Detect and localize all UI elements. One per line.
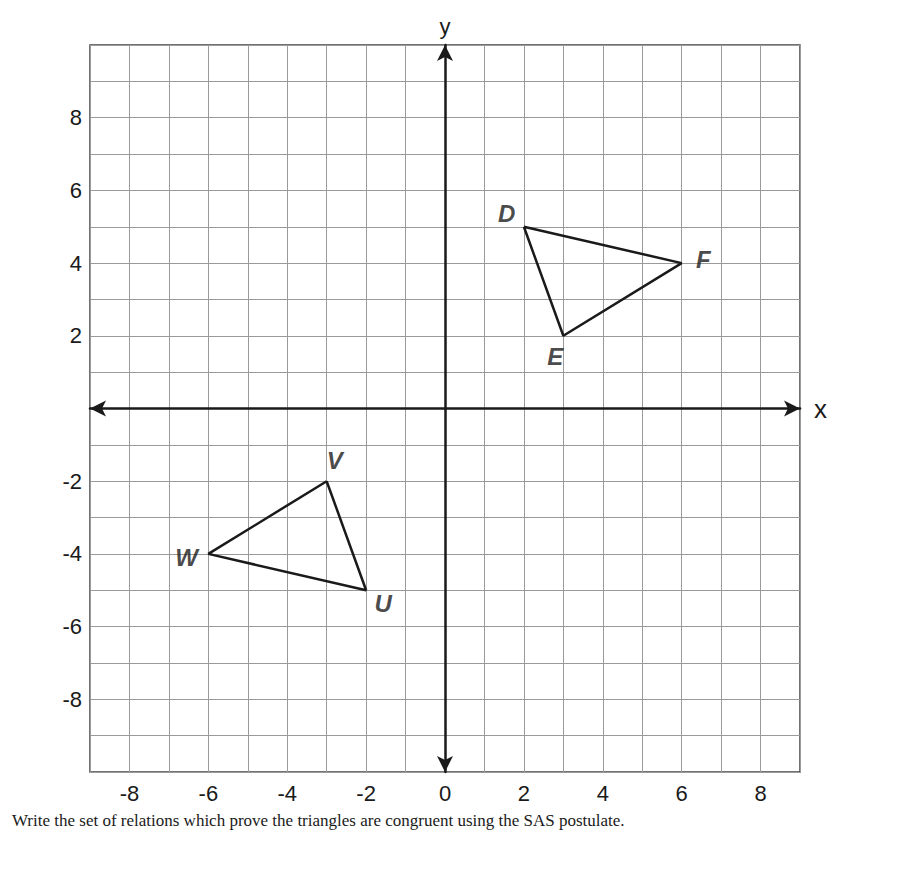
svg-text:6: 6 (676, 781, 688, 806)
svg-text:x: x (814, 394, 827, 424)
svg-text:-2: -2 (356, 781, 376, 806)
svg-text:-4: -4 (277, 781, 297, 806)
svg-text:-2: -2 (62, 469, 82, 494)
svg-text:8: 8 (754, 781, 766, 806)
svg-text:2: 2 (70, 323, 82, 348)
svg-text:W: W (175, 544, 200, 571)
svg-text:D: D (498, 200, 515, 227)
svg-text:6: 6 (70, 178, 82, 203)
svg-text:-8: -8 (120, 781, 140, 806)
svg-text:-6: -6 (199, 781, 219, 806)
svg-text:4: 4 (70, 251, 82, 276)
svg-text:4: 4 (597, 781, 609, 806)
svg-text:-4: -4 (62, 541, 82, 566)
svg-text:-6: -6 (62, 614, 82, 639)
svg-text:Write the set of relations whi: Write the set of relations which prove t… (12, 811, 625, 830)
svg-text:8: 8 (70, 105, 82, 130)
svg-text:U: U (375, 590, 393, 617)
svg-text:E: E (547, 343, 564, 370)
svg-text:V: V (327, 447, 345, 474)
svg-text:2: 2 (518, 781, 530, 806)
svg-text:y: y (440, 14, 451, 39)
svg-text:-8: -8 (62, 687, 82, 712)
svg-text:F: F (696, 246, 712, 273)
svg-text:0: 0 (439, 781, 451, 806)
